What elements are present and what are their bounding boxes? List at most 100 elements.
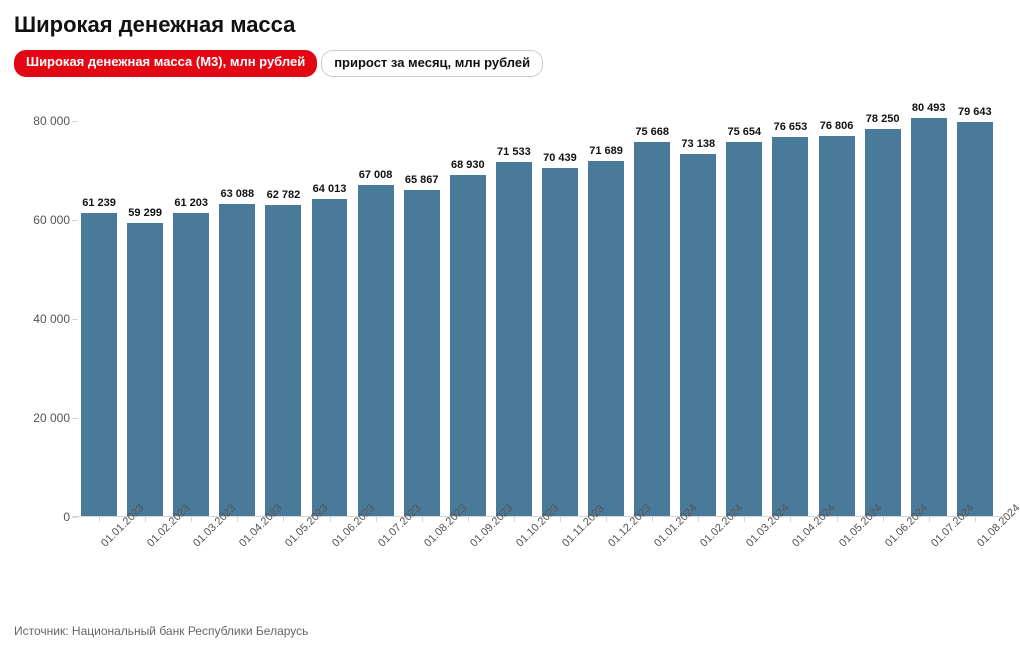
y-tick-label: 20 000 <box>33 411 70 425</box>
x-tick-mark <box>191 517 192 522</box>
x-tick: 01.11.2023 <box>537 517 583 587</box>
bar-slot: 64 013 <box>306 97 352 516</box>
x-tick: 01.07.2023 <box>353 517 399 587</box>
bar-slot: 80 493 <box>906 97 952 516</box>
bar: 78 250 <box>865 129 901 516</box>
bar-value-label: 70 439 <box>543 152 577 164</box>
y-tick-label: 80 000 <box>33 114 70 128</box>
bar: 71 533 <box>496 162 532 515</box>
bar-slot: 61 239 <box>76 97 122 516</box>
bar: 67 008 <box>358 185 394 516</box>
bar-slot: 62 782 <box>260 97 306 516</box>
x-tick: 01.12.2023 <box>583 517 629 587</box>
bar: 62 782 <box>265 205 301 515</box>
x-tick-mark <box>422 517 423 522</box>
y-tick-mark <box>72 418 78 419</box>
x-tick: 01.05.2023 <box>260 517 306 587</box>
bar-value-label: 67 008 <box>359 169 393 181</box>
x-tick-mark <box>99 517 100 522</box>
bar-value-label: 79 643 <box>958 106 992 118</box>
bar-value-label: 62 782 <box>267 189 301 201</box>
bar: 80 493 <box>911 118 947 516</box>
bar-slot: 68 930 <box>445 97 491 516</box>
bar: 71 689 <box>588 161 624 515</box>
x-tick: 01.04.2024 <box>767 517 813 587</box>
x-tick-mark <box>560 517 561 522</box>
bar-value-label: 61 239 <box>82 197 116 209</box>
x-tick: 01.01.2024 <box>629 517 675 587</box>
bar: 70 439 <box>542 168 578 516</box>
source-text: Источник: Национальный банк Республики Б… <box>14 624 308 638</box>
x-tick: 01.08.2024 <box>952 517 998 587</box>
x-tick: 01.07.2024 <box>906 517 952 587</box>
x-tick-mark <box>606 517 607 522</box>
bar-value-label: 78 250 <box>866 113 900 125</box>
x-tick: 01.03.2024 <box>721 517 767 587</box>
bar: 64 013 <box>312 199 348 515</box>
bar: 75 654 <box>726 142 762 516</box>
bar-value-label: 76 806 <box>820 120 854 132</box>
legend-tab-active[interactable]: Широкая денежная масса (M3), млн рублей <box>14 50 317 77</box>
bar: 75 668 <box>634 142 670 516</box>
bar-slot: 78 250 <box>860 97 906 516</box>
bar-value-label: 80 493 <box>912 102 946 114</box>
x-tick: 01.06.2024 <box>860 517 906 587</box>
bar-value-label: 63 088 <box>220 188 254 200</box>
x-tick: 01.10.2023 <box>491 517 537 587</box>
x-tick-mark <box>698 517 699 522</box>
bar: 65 867 <box>404 190 440 515</box>
y-tick-label: 60 000 <box>33 213 70 227</box>
bar: 61 239 <box>81 213 117 516</box>
bar-slot: 71 689 <box>583 97 629 516</box>
chart-area: 61 23959 29961 20363 08862 78264 01367 0… <box>14 87 1006 587</box>
y-tick-mark <box>72 220 78 221</box>
y-tick-mark <box>72 517 78 518</box>
bar-value-label: 59 299 <box>128 207 162 219</box>
x-tick-mark <box>237 517 238 522</box>
bar-value-label: 75 654 <box>728 126 762 138</box>
bar-value-label: 71 689 <box>589 145 623 157</box>
bar-slot: 75 668 <box>629 97 675 516</box>
bar-slot: 79 643 <box>952 97 998 516</box>
bar-slot: 71 533 <box>491 97 537 516</box>
bar-slot: 70 439 <box>537 97 583 516</box>
plot-area: 61 23959 29961 20363 08862 78264 01367 0… <box>72 97 1002 517</box>
bar-slot: 73 138 <box>675 97 721 516</box>
bar-slot: 75 654 <box>721 97 767 516</box>
bar-value-label: 75 668 <box>635 126 669 138</box>
chart-container: Широкая денежная масса Широкая денежная … <box>0 0 1020 650</box>
x-tick: 01.04.2023 <box>214 517 260 587</box>
bar: 76 653 <box>772 137 808 516</box>
x-tick-mark <box>975 517 976 522</box>
y-tick-label: 0 <box>63 510 70 524</box>
bar: 59 299 <box>127 223 163 516</box>
bar-slot: 76 653 <box>767 97 813 516</box>
bar-slot: 65 867 <box>399 97 445 516</box>
x-tick-mark <box>283 517 284 522</box>
x-tick-mark <box>790 517 791 522</box>
legend: Широкая денежная масса (M3), млн рублей … <box>14 50 1006 77</box>
x-tick-mark <box>468 517 469 522</box>
x-tick-mark <box>837 517 838 522</box>
legend-tab-inactive[interactable]: прирост за месяц, млн рублей <box>321 50 543 77</box>
y-tick-label: 40 000 <box>33 312 70 326</box>
x-tick: 01.01.2023 <box>76 517 122 587</box>
bar-slot: 67 008 <box>353 97 399 516</box>
chart-title: Широкая денежная масса <box>14 12 1006 38</box>
x-tick-mark <box>652 517 653 522</box>
bar-value-label: 73 138 <box>681 138 715 150</box>
bar: 76 806 <box>819 136 855 516</box>
x-tick-mark <box>883 517 884 522</box>
y-tick-mark <box>72 319 78 320</box>
x-tick-mark <box>376 517 377 522</box>
bar-value-label: 65 867 <box>405 174 439 186</box>
x-tick: 01.02.2023 <box>122 517 168 587</box>
bar-value-label: 68 930 <box>451 159 485 171</box>
bar-value-label: 76 653 <box>774 121 808 133</box>
bar-slot: 76 806 <box>814 97 860 516</box>
x-tick: 01.06.2023 <box>306 517 352 587</box>
bar-value-label: 71 533 <box>497 146 531 158</box>
bars-group: 61 23959 29961 20363 08862 78264 01367 0… <box>72 97 1002 516</box>
bar-value-label: 64 013 <box>313 183 347 195</box>
x-tick-mark <box>145 517 146 522</box>
